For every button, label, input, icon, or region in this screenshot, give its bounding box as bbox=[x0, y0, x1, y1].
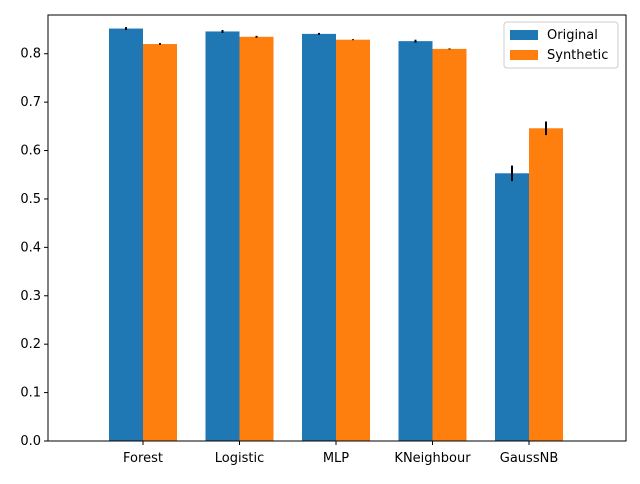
y-tick-label: 0.5 bbox=[20, 192, 41, 207]
legend-label-synthetic: Synthetic bbox=[547, 48, 608, 63]
legend-label-original: Original bbox=[547, 28, 598, 43]
x-tick-label: MLP bbox=[323, 451, 349, 466]
y-tick-label: 0.6 bbox=[20, 144, 41, 159]
bar-synthetic-logistic bbox=[239, 36, 274, 442]
bar-original-forest bbox=[109, 28, 143, 442]
legend-swatch-original bbox=[510, 30, 538, 40]
x-tick-label: Logistic bbox=[215, 451, 264, 466]
bar-original-logistic bbox=[205, 31, 240, 441]
bars-layer bbox=[109, 28, 563, 442]
bar-synthetic-mlp bbox=[336, 39, 370, 442]
x-tick-label: KNeighbour bbox=[394, 451, 471, 466]
bar-synthetic-kneighbour bbox=[432, 48, 467, 442]
bar-synthetic-gaussnb bbox=[529, 128, 563, 441]
x-tick-label: GaussNB bbox=[500, 451, 558, 466]
y-tick-label: 0.4 bbox=[20, 240, 41, 255]
legend: Original Synthetic bbox=[503, 21, 619, 69]
y-tick-label: 0.7 bbox=[20, 95, 41, 110]
y-tick-label: 0.0 bbox=[20, 434, 41, 449]
x-axis: Forest Logistic MLP KNeighbour GaussNB bbox=[123, 441, 558, 466]
x-tick-label: Forest bbox=[123, 451, 163, 466]
plot-frame bbox=[47, 14, 627, 442]
error-bars-layer bbox=[125, 27, 547, 182]
y-tick-label: 0.8 bbox=[20, 47, 41, 62]
y-tick-label: 0.3 bbox=[20, 289, 41, 304]
bar-original-mlp bbox=[302, 33, 336, 441]
y-axis: 0.0 0.1 0.2 0.3 0.4 0.5 0.6 0.7 0.8 bbox=[20, 47, 48, 449]
bar-synthetic-forest bbox=[143, 44, 177, 441]
bar-original-gaussnb bbox=[495, 173, 529, 441]
legend-swatch-synthetic bbox=[510, 50, 538, 60]
bar-original-kneighbour bbox=[398, 41, 433, 442]
y-tick-label: 0.2 bbox=[20, 337, 41, 352]
y-tick-label: 0.1 bbox=[20, 386, 41, 401]
